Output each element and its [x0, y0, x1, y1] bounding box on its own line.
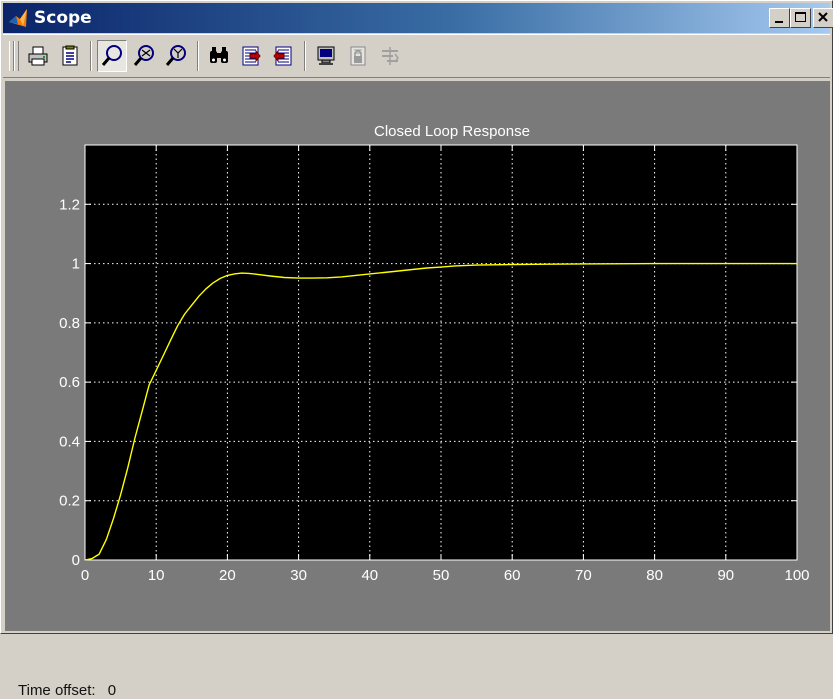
closed-loop-response-chart[interactable]: Closed Loop Response 0 10 20 30 40 50 60 70 80 90… [5, 81, 830, 596]
time-offset: Time offset: 0 [18, 682, 116, 699]
grid-lines [85, 145, 797, 560]
print-button[interactable] [23, 40, 53, 72]
x-tick-label: 50 [433, 567, 450, 584]
x-tick-label: 20 [219, 567, 236, 584]
zoom-y-button[interactable] [161, 40, 191, 72]
y-tick-label: 1 [72, 256, 80, 273]
restore-axes-button[interactable] [268, 40, 298, 72]
axes-frame [84, 144, 798, 561]
matlab-logo-icon [9, 9, 27, 27]
zoom-button[interactable] [97, 40, 127, 72]
y-tick-label: 0.2 [59, 493, 80, 510]
lock-axes-button[interactable] [343, 40, 373, 72]
maximize-icon [795, 12, 806, 22]
x-tick-label: 80 [646, 567, 663, 584]
floating-scope-button[interactable] [311, 40, 341, 72]
toolbar [3, 34, 830, 78]
close-icon [818, 12, 828, 22]
x-tick-label: 40 [361, 567, 378, 584]
maximize-button[interactable] [790, 8, 811, 28]
printer-icon [28, 46, 48, 66]
toolbar-grip[interactable] [14, 41, 19, 71]
signal-selector-icon [382, 47, 399, 65]
window-title: Scope [34, 8, 92, 28]
y-tick-label: 0.6 [59, 374, 80, 391]
chart-title: Closed Loop Response [374, 123, 530, 140]
binoculars-icon [210, 47, 228, 63]
time-offset-label: Time offset: [18, 682, 96, 699]
minimize-button[interactable] [769, 8, 790, 28]
trace-layer [84, 262, 797, 561]
signal-selector-button[interactable] [375, 40, 405, 72]
plot-area: Closed Loop Response 0 10 20 30 40 50 60 70 80 90… [5, 81, 830, 699]
y-tick-label: 0 [72, 552, 80, 569]
x-tick-label: 10 [148, 567, 165, 584]
y-tick-label: 1.2 [59, 196, 80, 213]
toolbar-separator [197, 41, 199, 71]
x-tick-label: 90 [717, 567, 734, 584]
zoom-x-button[interactable] [129, 40, 159, 72]
x-tick-label: 100 [784, 567, 809, 584]
close-button[interactable] [813, 8, 833, 28]
save-axes-settings-icon [242, 46, 261, 66]
toolbar-grip[interactable] [9, 41, 14, 71]
save-axes-button[interactable] [236, 40, 266, 72]
parameters-icon [62, 45, 78, 66]
zoom-y-axis-icon [165, 45, 186, 66]
parameters-button[interactable] [55, 40, 85, 72]
zoom-icon [101, 45, 122, 66]
y-tick-label: 0.4 [59, 433, 80, 450]
x-tick-label: 60 [504, 567, 521, 584]
minimize-icon [775, 21, 783, 23]
toolbar-separator [304, 41, 306, 71]
x-tick-label: 70 [575, 567, 592, 584]
toolbar-separator [90, 41, 92, 71]
restore-axes-settings-icon [273, 46, 292, 66]
zoom-x-axis-icon [133, 45, 154, 66]
floating-scope-icon [317, 46, 335, 65]
y-tick-label: 0.8 [59, 315, 80, 332]
lock-axes-icon [350, 46, 366, 66]
response-trace [84, 262, 797, 561]
x-tick-label: 30 [290, 567, 307, 584]
autoscale-button[interactable] [204, 40, 234, 72]
axis-ticks: 0 10 20 30 40 50 60 70 80 90 100 0 0.2 0.4 0.6 0.8 1 1.2 [59, 144, 810, 584]
title-bar[interactable]: Scope [3, 3, 833, 33]
time-offset-value: 0 [107, 682, 117, 699]
x-tick-label: 0 [81, 567, 89, 584]
